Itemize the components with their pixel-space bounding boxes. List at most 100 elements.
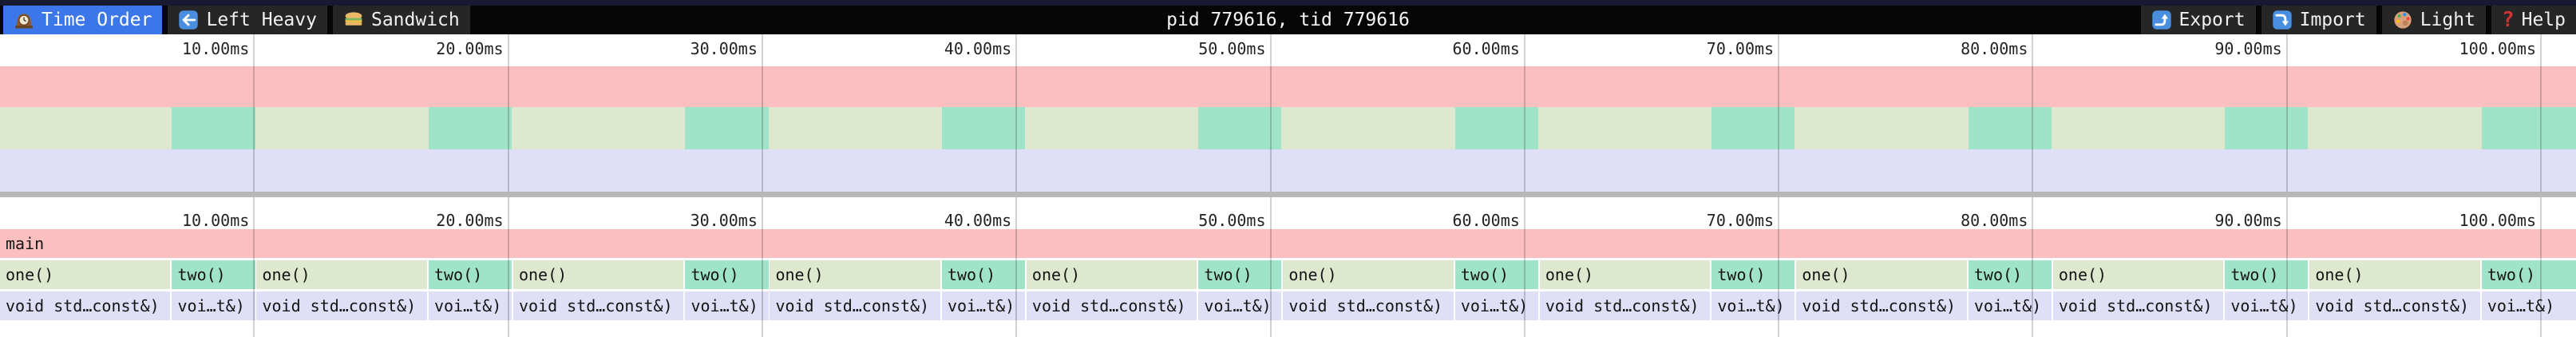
minimap-two-segment [941,107,1026,149]
minimap-two-segment [172,107,255,149]
flamechart-row-children: void std…const&) voi…t&) void std…const&) v… [0,291,2576,320]
window-top-strip [0,0,2576,6]
frame-one-child[interactable]: void std…const&) [1539,291,1711,320]
export-arrow-icon [2151,10,2172,30]
frame-one[interactable]: one() [512,260,684,289]
frame-two[interactable]: two() [1968,260,2052,289]
clock-icon [14,10,34,30]
frame-one[interactable]: one() [1026,260,1197,289]
frame-one[interactable]: one() [1796,260,1967,289]
ruler-tick-label: 80.00ms [1961,39,2028,58]
frame-one-child[interactable]: void std…const&) [2052,291,2224,320]
gridline [507,197,509,337]
frame-two-child[interactable]: voi…t&) [2225,291,2309,320]
frame-two-child[interactable]: voi…t&) [172,291,255,320]
frame-two-child[interactable]: voi…t&) [2481,291,2576,320]
action-label: Light [2420,10,2475,30]
frame-one-child[interactable]: void std…const&) [1283,291,1454,320]
frame-one-child[interactable]: void std…const&) [770,291,940,320]
flamechart-ruler: 10.00ms 20.00ms 30.00ms 40.00ms 50.00ms 60.00… [0,197,2576,229]
frame-two-child[interactable]: voi…t&) [941,291,1026,320]
ruler-tick-label: 60.00ms [1452,211,1520,230]
gridline [2285,197,2288,337]
frame-two[interactable]: two() [1454,260,1538,289]
frame-two-child[interactable]: voi…t&) [1198,291,1282,320]
frame-one[interactable]: one() [0,260,171,289]
frame-one-child[interactable]: void std…const&) [0,291,171,320]
frame-one-child[interactable]: void std…const&) [1026,291,1197,320]
minimap-two-segment [428,107,512,149]
gridline [253,197,255,337]
ruler-tick-label: 20.00ms [436,39,504,58]
frame-two-child[interactable]: voi…t&) [1968,291,2052,320]
frame-one[interactable]: one() [1539,260,1711,289]
frame-two[interactable]: two() [2481,260,2576,289]
frame-one-child[interactable]: void std…const&) [2309,291,2480,320]
frame-one[interactable]: one() [256,260,427,289]
gridline [2540,197,2542,337]
minimap-two-segment [685,107,769,149]
palette-icon [2392,10,2413,30]
frame-one[interactable]: one() [770,260,940,289]
frame-two[interactable]: two() [428,260,512,289]
gridline [1269,34,1272,192]
frame-two-child[interactable]: voi…t&) [685,291,769,320]
gridline [761,34,763,192]
minimap-two-segment [1711,107,1795,149]
minimap[interactable]: 10.00ms 20.00ms 30.00ms 40.00ms 50.00ms 60.00… [0,34,2576,192]
frame-one-child[interactable]: void std…const&) [256,291,427,320]
frame-two-child[interactable]: voi…t&) [1454,291,1538,320]
gridline [507,34,509,192]
frame-two-child[interactable]: voi…t&) [428,291,512,320]
minimap-two-segment [2481,107,2576,149]
tab-left-heavy[interactable]: Left Heavy [168,6,327,34]
ruler-tick-label: 100.00ms [2459,211,2536,230]
ruler-tick-label: 90.00ms [2214,211,2282,230]
export-button[interactable]: Export [2140,6,2256,34]
frame-two[interactable]: two() [1711,260,1795,289]
theme-toggle-button[interactable]: Light [2381,6,2486,34]
ruler-tick-label: 30.00ms [690,39,758,58]
ruler-tick-label: 60.00ms [1452,39,1520,58]
gridline [761,197,763,337]
ruler-tick-label: 40.00ms [944,39,1012,58]
tab-sandwich[interactable]: Sandwich [332,6,470,34]
frame-one-child[interactable]: void std…const&) [512,291,684,320]
frame-one[interactable]: one() [1283,260,1454,289]
frame-two[interactable]: two() [685,260,769,289]
import-arrow-icon [2272,10,2293,30]
tab-time-order[interactable]: Time Order [3,6,163,34]
gridline [2032,197,2034,337]
gridline [1015,34,1018,192]
frame-two[interactable]: two() [1198,260,1282,289]
ruler-tick-label: 70.00ms [1706,39,1775,58]
ruler-tick-label: 30.00ms [690,211,758,230]
frame-one[interactable]: one() [2052,260,2224,289]
gridline [1015,197,1018,337]
frame-main[interactable]: main [0,229,2576,258]
flamechart-row-calls: one() two() one() two() one() two() one() two()… [0,260,2576,289]
gridline [1778,197,1780,337]
frame-two-child[interactable]: voi…t&) [1711,291,1795,320]
minimap-two-segment [1968,107,2052,149]
gridline [2285,34,2288,192]
tab-label: Left Heavy [206,10,317,30]
ruler-tick-label: 70.00ms [1706,211,1775,230]
question-icon: ? [2501,8,2515,32]
action-label: Import [2299,10,2366,30]
frame-one-child[interactable]: void std…const&) [1796,291,1967,320]
gridline [1523,34,1525,192]
frame-two[interactable]: two() [2225,260,2309,289]
flamechart: 10.00ms 20.00ms 30.00ms 40.00ms 50.00ms 60.00… [0,197,2576,337]
import-button[interactable]: Import [2261,6,2376,34]
ruler-tick-label: 100.00ms [2459,39,2536,58]
help-button[interactable]: ? Help [2491,6,2576,34]
minimap-band-grandchildren [0,149,2576,192]
frame-one[interactable]: one() [2309,260,2480,289]
ruler-tick-label: 50.00ms [1198,211,1266,230]
frame-two[interactable]: two() [172,260,255,289]
minimap-two-segment [2225,107,2309,149]
frame-two[interactable]: two() [941,260,1026,289]
gridline [1523,197,1525,337]
